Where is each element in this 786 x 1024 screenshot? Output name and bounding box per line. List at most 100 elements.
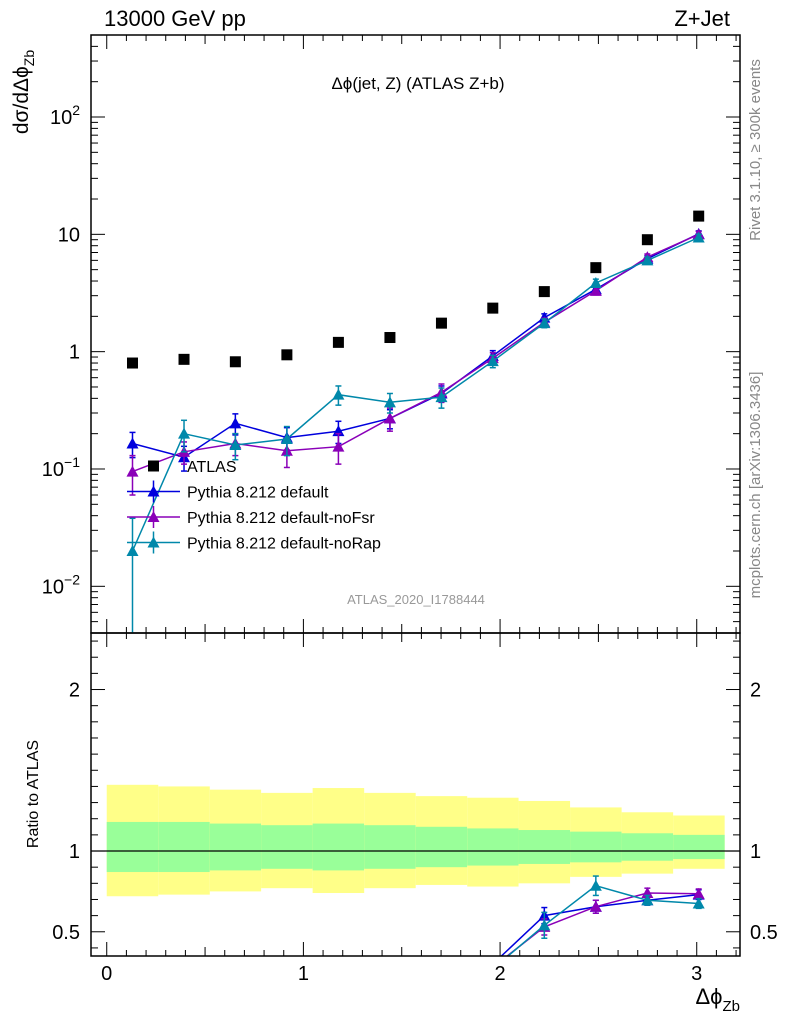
legend-label: Pythia 8.212 default-noFsr [187,510,375,527]
ratio-series [500,875,705,956]
x-tick-label: 1 [298,963,309,985]
data-point [384,332,396,344]
main-series [126,210,705,633]
y-tick-label-base: 10 [58,224,80,246]
source-label: mcplots.cern.ch [arXiv:1306.3436] [747,372,764,599]
marker-triangle [486,355,499,367]
ratio-y-tick-label-left: 2 [69,680,80,702]
series-pythia-8-212-default [126,227,705,472]
ratio-panel: 0.5 0.5 1 1 2 2 0 1 2 3 [52,632,778,985]
marker-triangle [383,396,396,408]
ratio-marker-triangle [641,894,654,906]
band-inner [415,826,468,868]
y-tick-label-base: 10 [50,107,72,129]
main-y-axis-label: dσ/dΔϕZb [10,50,37,135]
band-inner [209,823,262,871]
data-point [435,317,447,329]
band-inner [261,825,313,869]
marker-triangle [178,427,191,439]
data-point [229,356,241,368]
marker-triangle [126,437,139,449]
marker-triangle [589,284,602,296]
x-tick-label: 0 [101,963,112,985]
series-pythia-8-212-default-nofsr [126,228,705,496]
y-tick-label: 1 [69,342,80,364]
y-tick-label-base: 10 [42,576,64,598]
legend-item: Pythia 8.212 default [127,480,329,503]
series-pythia-8-212-default-norap [126,231,705,633]
y-tick-label: 10 [58,224,80,246]
y-tick-label: 10−2 [42,571,80,598]
y-tick-label: 102 [50,102,80,129]
marker-triangle [332,388,345,400]
series-line [132,233,700,459]
legend-label: Pythia 8.212 default-noRap [187,536,381,553]
band-inner [673,834,725,860]
band-inner [312,823,365,871]
x-tick-label: 3 [691,963,702,985]
y-tick-label-exp: −2 [64,571,80,587]
data-point [332,336,344,348]
marker-triangle [435,391,448,403]
ratio-ticks: 0.5 0.5 1 1 2 2 0 1 2 3 [52,633,778,985]
marker-triangle [126,465,139,477]
legend-marker-square [148,460,159,472]
legend-marker-triangle [147,485,160,497]
ratio-marker-triangle [589,879,602,891]
data-point [641,234,653,246]
legend-marker-triangle [147,536,160,548]
ratio-y-axis-label: Ratio to ATLAS [25,740,42,848]
ratio-y-tick-label-right: 1 [750,841,761,863]
ratio-y-tick-label-right: 0.5 [750,922,778,944]
main-plot-title: Δϕ(jet, Z) (ATLAS Z+b) [331,74,504,93]
ratio-frame [90,632,741,957]
data-point [281,349,293,361]
legend-label: ATLAS [187,459,237,476]
y-tick-label-exp: 2 [72,102,80,118]
marker-triangle [641,254,654,266]
marker-triangle [383,412,396,424]
legend-item: Pythia 8.212 default-noRap [127,531,381,554]
series-atlas [126,210,705,369]
legend: ATLAS Pythia 8.212 default Pythia 8.212 de… [127,459,381,554]
band-inner [570,831,622,863]
legend-label: Pythia 8.212 default [187,485,329,502]
ratio-marker-triangle [589,900,602,912]
header-right: Z+Jet [674,6,730,31]
marker-triangle [229,439,242,451]
y-tick-label: 10−1 [42,454,80,481]
marker-triangle [692,231,705,243]
x-tick-label: 2 [495,963,506,985]
series-line [131,236,700,552]
band-inner [106,821,159,873]
ratio-y-tick-label-left: 0.5 [52,922,80,944]
uncertainty-bands [106,784,725,897]
ratio-y-tick-label-right: 2 [750,680,761,702]
data-point [126,357,138,369]
band-inner [158,821,210,873]
y-tick-label-base: 1 [69,342,80,364]
marker-triangle [229,417,242,429]
header-left: 13000 GeV pp [104,6,246,31]
y-tick-label-exp: −1 [64,454,80,470]
series-line [132,233,700,473]
data-point [178,353,190,365]
ratio-series-pythia-8-212-default-norap [506,875,705,956]
marker-triangle [538,317,551,329]
ratio-marker-triangle [538,919,551,931]
legend-item: Pythia 8.212 default-noFsr [127,506,375,528]
y-tick-label-base: 10 [42,459,64,481]
analysis-watermark: ATLAS_2020_I1788444 [347,592,485,607]
x-axis-label: ΔϕZb [695,984,740,1015]
ratio-marker-triangle [692,887,705,899]
data-point [487,302,499,314]
marker-triangle [280,433,293,445]
ratio-y-tick-label-left: 1 [69,841,80,863]
legend-marker-triangle [147,511,160,522]
band-inner [364,825,416,869]
marker-triangle [589,276,602,288]
